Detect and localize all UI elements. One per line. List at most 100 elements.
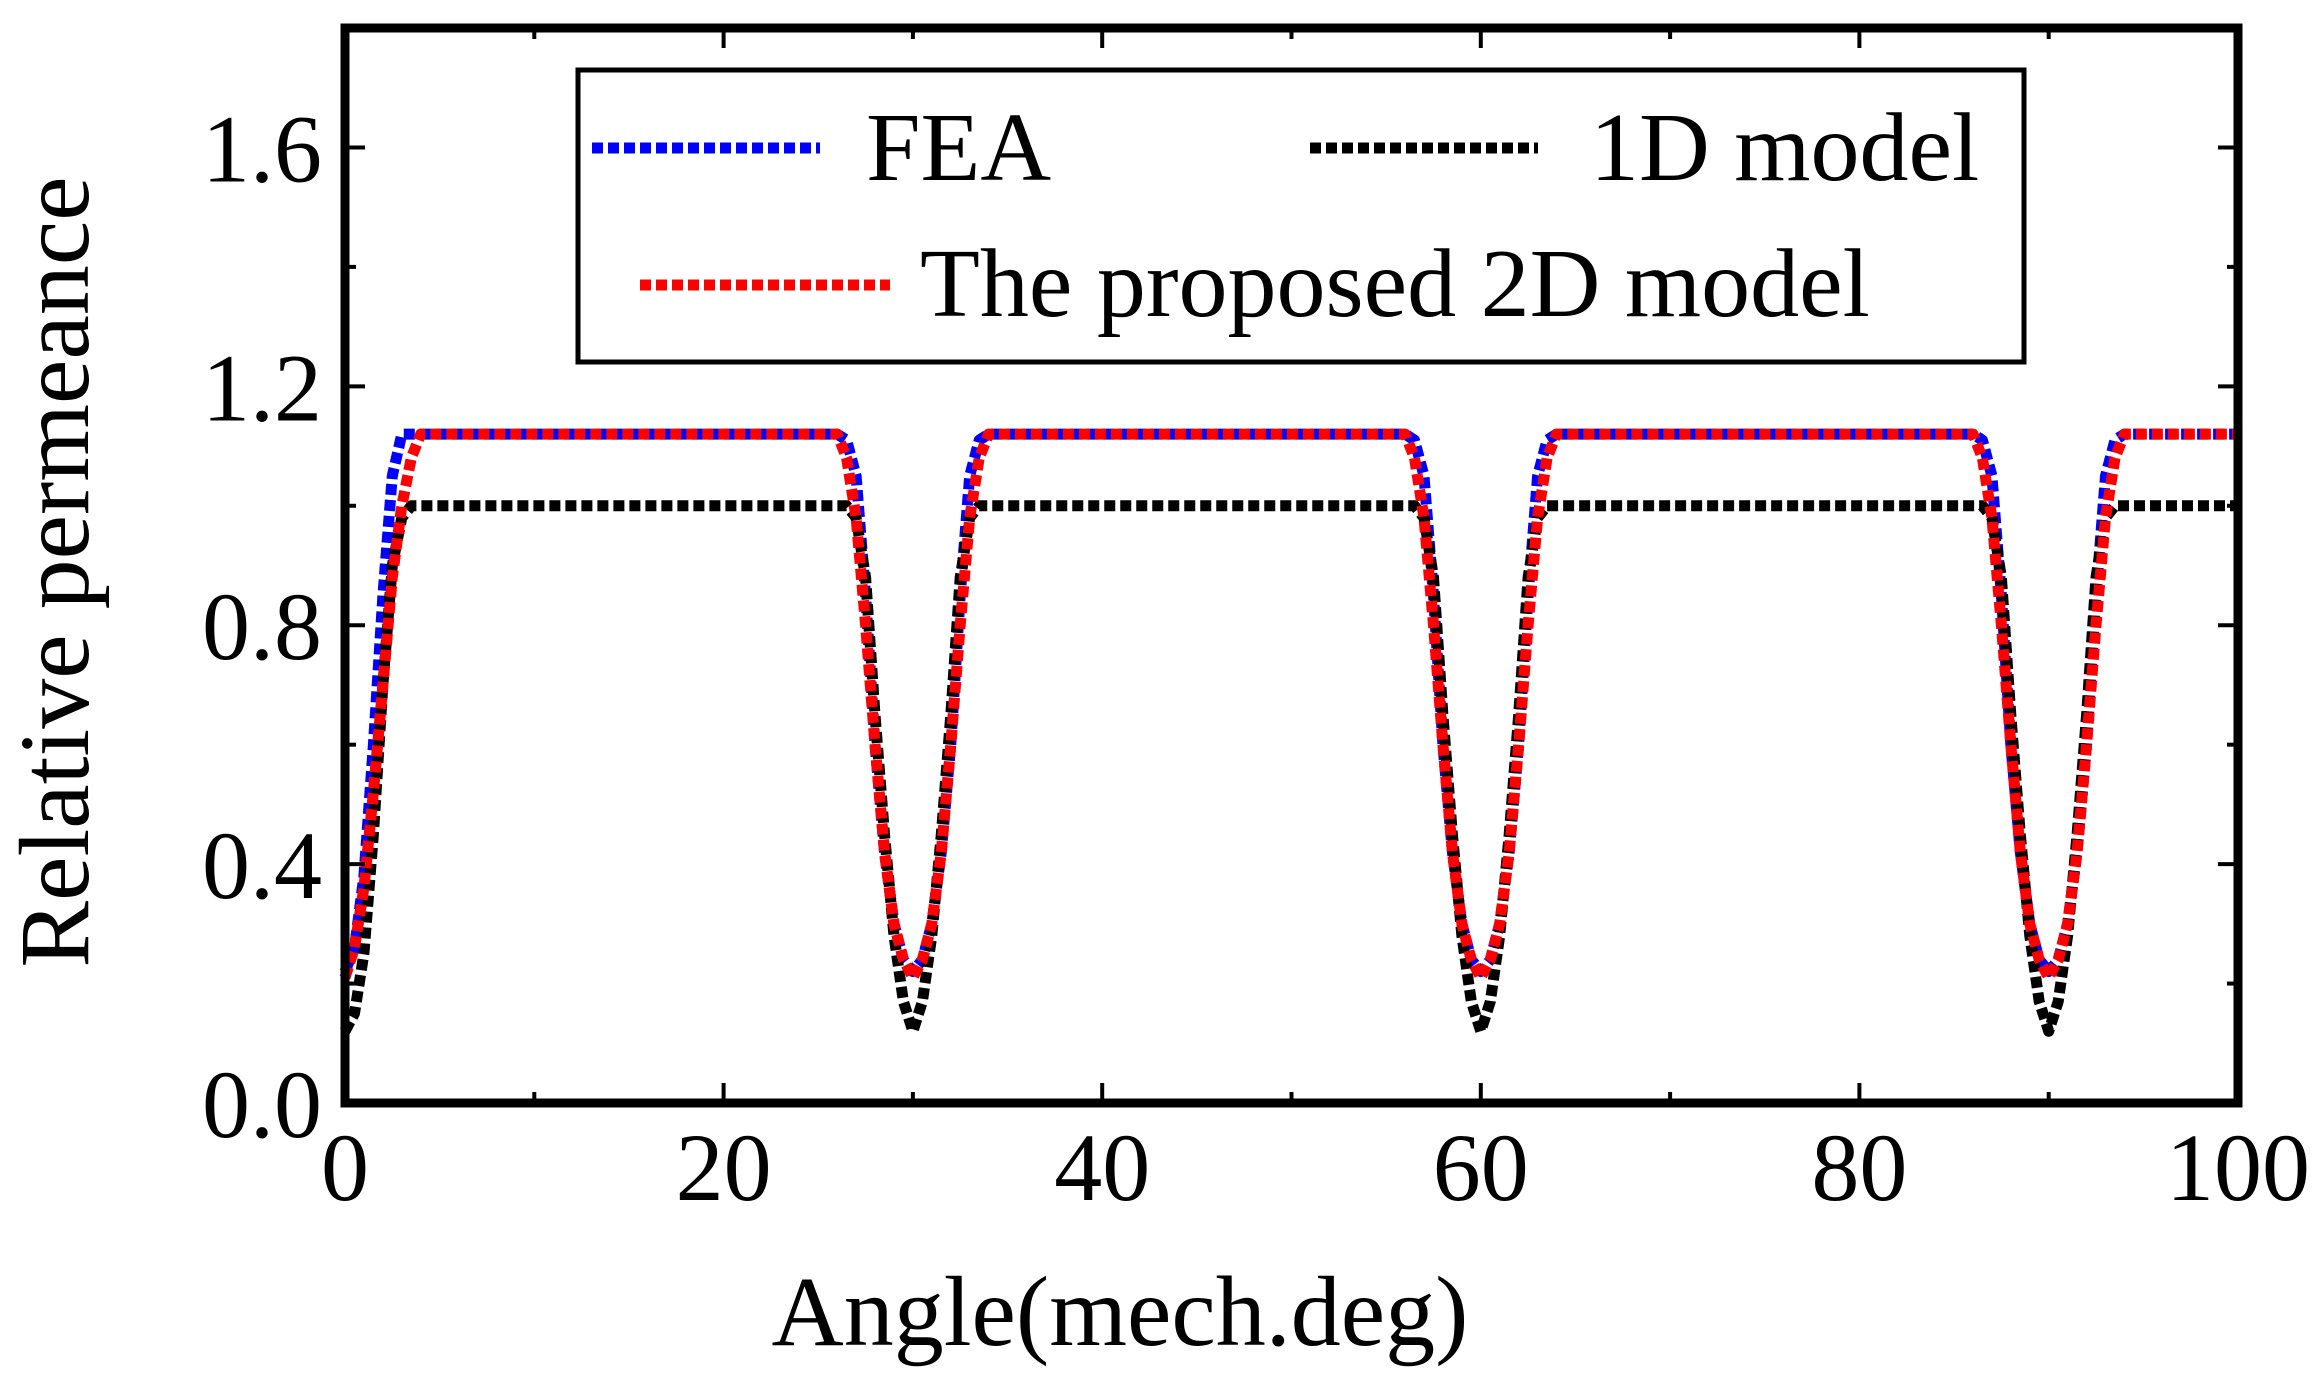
legend-box [575,67,2027,365]
data-point-the-proposed-2d-model [2105,517,2107,519]
data-point-fea [1414,439,1416,441]
data-point-the-proposed-2d-model [1480,977,1482,979]
data-point-fea [978,439,980,441]
data-point-the-proposed-2d-model [2114,457,2116,459]
data-point-1d-model [363,953,365,955]
data-point-the-proposed-2d-model [865,624,867,626]
data-point-1d-model [846,505,848,507]
legend-label-2d-model: The proposed 2D model [920,230,1870,338]
data-point-the-proposed-2d-model [1489,959,1491,961]
y-tick-label: 0.8 [202,573,322,680]
data-point-fea [2114,439,2116,441]
data-point-the-proposed-2d-model [2086,744,2088,746]
data-point-the-proposed-2d-model [1527,624,1529,626]
data-point-fea [1546,439,1548,441]
data-point-the-proposed-2d-model [1518,744,1520,746]
data-point-the-proposed-2d-model [1508,851,1510,853]
data-point-the-proposed-2d-model [1451,851,1453,853]
data-point-the-proposed-2d-model [836,433,838,435]
data-point-the-proposed-2d-model [2048,977,2050,979]
plot-lines [339,428,2238,1037]
series-line-the-proposed-2d-model [339,428,2238,984]
data-point-fea [382,594,384,596]
data-point-1d-model [2123,505,2125,507]
data-point-the-proposed-2d-model [874,744,876,746]
data-point-the-proposed-2d-model [2038,959,2040,961]
data-point-1d-model [2114,505,2116,507]
data-point-the-proposed-2d-model [363,887,365,889]
data-point-1d-model [836,505,838,507]
data-point-the-proposed-2d-model [410,457,412,459]
data-point-the-proposed-2d-model [401,505,403,507]
data-point-the-proposed-2d-model [959,624,961,626]
data-point-the-proposed-2d-model [354,947,356,949]
data-point-the-proposed-2d-model [1556,433,1558,435]
data-point-fea [969,475,971,477]
series-line-1d-model [340,500,2238,1037]
data-point-the-proposed-2d-model [921,959,923,961]
data-point-the-proposed-2d-model [1991,517,1993,519]
data-point-fea [391,475,393,477]
legend: FEA 1D model The proposed 2D model [575,67,2027,365]
data-point-the-proposed-2d-model [2067,923,2069,925]
data-point-the-proposed-2d-model [372,791,374,793]
data-point-the-proposed-2d-model [382,684,384,686]
data-point-1d-model [354,1012,356,1014]
data-point-the-proposed-2d-model [2076,851,2078,853]
series-fea [339,428,2238,978]
data-point-the-proposed-2d-model [2123,433,2125,435]
data-point-1d-model [988,505,990,507]
data-point-fea [846,439,848,441]
data-point-the-proposed-2d-model [723,433,725,435]
data-point-1d-model [1470,1001,1472,1003]
data-point-1d-model [723,505,725,507]
data-point-1d-model [1556,505,1558,507]
x-tick-label: 40 [1054,1114,1150,1221]
data-point-the-proposed-2d-model [2029,923,2031,925]
y-tick-label: 1.6 [202,95,322,202]
data-point-the-proposed-2d-model [1858,433,1860,435]
data-point-the-proposed-2d-model [1981,457,1983,459]
axes: 0 20 40 60 80 100 0.0 0.4 0.8 1.2 1.6 [202,28,2310,1221]
data-point-the-proposed-2d-model [1404,433,1406,435]
data-point-1d-model [921,1001,923,1003]
data-point-the-proposed-2d-model [969,517,971,519]
data-point-fea [401,433,403,435]
data-point-the-proposed-2d-model [1669,433,1671,435]
legend-label-1d-model: 1D model [1590,94,1979,202]
data-point-the-proposed-2d-model [420,433,422,435]
data-point-the-proposed-2d-model [1101,433,1103,435]
data-point-1d-model [1480,1030,1482,1032]
series-the-proposed-2d-model [339,428,2238,984]
data-point-the-proposed-2d-model [2057,959,2059,961]
data-point-the-proposed-2d-model [2000,624,2002,626]
data-point-the-proposed-2d-model [429,433,431,435]
data-point-1d-model [2057,1001,2059,1003]
data-point-the-proposed-2d-model [1499,923,1501,925]
data-point-1d-model [912,1030,914,1032]
data-point-1d-model [1414,505,1416,507]
legend-label-fea: FEA [866,94,1051,202]
y-axis-label: Relative permeance [0,176,110,967]
data-point-fea [410,433,412,435]
data-point-the-proposed-2d-model [1461,923,1463,925]
data-point-the-proposed-2d-model [2019,851,2021,853]
data-point-1d-model [1404,505,1406,507]
x-tick-label: 20 [676,1114,772,1221]
x-tick-label: 0 [321,1114,369,1221]
y-tick-label: 1.2 [202,334,322,441]
data-point-the-proposed-2d-model [893,923,895,925]
data-point-the-proposed-2d-model [988,433,990,435]
data-point-the-proposed-2d-model [1414,457,1416,459]
data-point-the-proposed-2d-model [950,744,952,746]
series-1d-model [340,500,2238,1037]
data-point-1d-model [1546,505,1548,507]
data-point-fea [1423,475,1425,477]
data-point-the-proposed-2d-model [884,851,886,853]
data-point-the-proposed-2d-model [1442,744,1444,746]
data-point-1d-model [931,935,933,937]
data-point-the-proposed-2d-model [2095,624,2097,626]
data-point-1d-model [410,505,412,507]
data-point-the-proposed-2d-model [1470,959,1472,961]
data-point-1d-model [2038,1001,2040,1003]
